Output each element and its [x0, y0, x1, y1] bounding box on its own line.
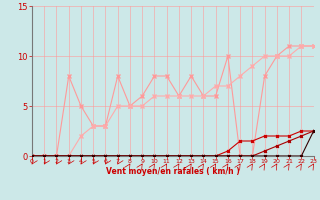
X-axis label: Vent moyen/en rafales ( km/h ): Vent moyen/en rafales ( km/h ): [106, 167, 240, 176]
